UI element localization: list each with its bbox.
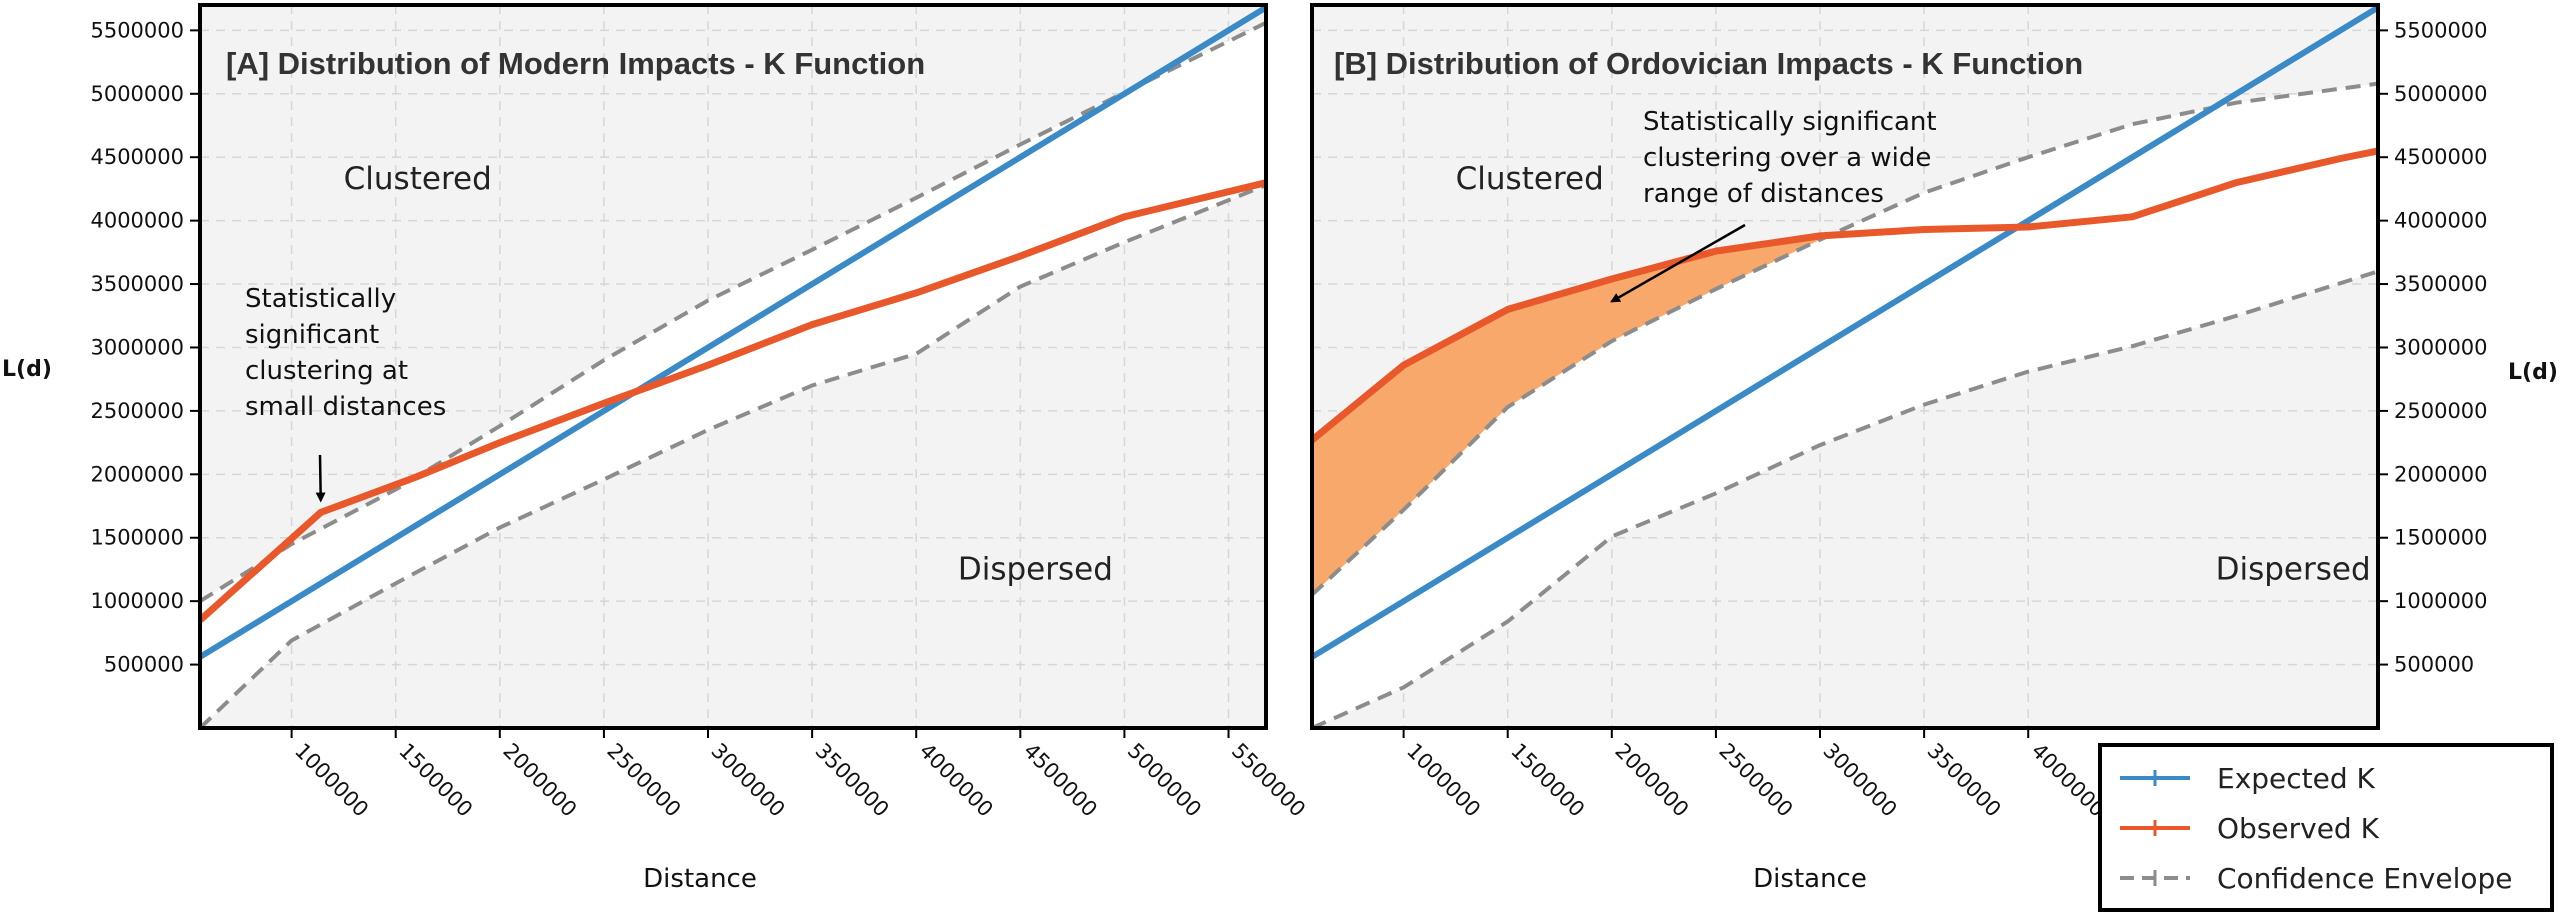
x-tick-label: 3000000	[706, 739, 789, 822]
y-tick-label: 1000000	[2394, 589, 2488, 613]
panel-b-y-ticks: 500000 1000000 1500000 2000000 2500000 300000…	[2378, 18, 2488, 677]
y-tick-label: 4000000	[2394, 209, 2488, 233]
x-tick-label: 1500000	[394, 739, 477, 822]
panel-a-series	[200, 5, 1266, 728]
x-tick-label: 4500000	[1019, 739, 1102, 822]
panel-a-annotation: Statistically significant clustering at …	[245, 284, 446, 503]
x-tick-label: 1000000	[290, 739, 373, 822]
y-tick-label: 500000	[2394, 653, 2474, 677]
y-tick-label: 1500000	[2394, 526, 2488, 550]
panel-a-annotation-line-2: significant	[245, 320, 379, 350]
panel-b-region-dispersed: Dispersed	[2216, 552, 2371, 588]
x-tick-label: 1500000	[1506, 739, 1589, 822]
x-tick-label: 3500000	[1923, 739, 2006, 822]
panel-b-x-label: Distance	[1753, 864, 1867, 894]
legend-entry-observed: Observed K	[2120, 812, 2380, 845]
panel-b-annotation-line-2: clustering over a wide	[1643, 143, 1931, 173]
expected-k-line	[200, 5, 1266, 660]
y-tick-label: 1000000	[90, 589, 184, 613]
expected-k-line	[1312, 5, 2378, 660]
panel-a-region-clustered: Clustered	[344, 161, 492, 197]
y-tick-label: 4500000	[90, 145, 184, 169]
legend: Expected K Observed K Confidence Envelop…	[2098, 743, 2554, 912]
y-tick-label: 3500000	[90, 272, 184, 296]
panel-b-annotation-arrow	[1610, 223, 1746, 303]
envelope-lower-line	[200, 183, 1266, 728]
y-tick-label: 2000000	[90, 462, 184, 486]
y-tick-label: 4000000	[90, 209, 184, 233]
observed-k-line	[200, 179, 1266, 623]
x-tick-label: 2500000	[1714, 739, 1797, 822]
panel-b-significant-fill	[1312, 229, 1925, 595]
panel-a-y-ticks: 500000 1000000 1500000 2000000 2500000 300000…	[90, 18, 200, 677]
x-tick-label: 2500000	[602, 739, 685, 822]
panel-b-x-ticks: 1000000 1500000 2000000 2500000 3000000 35000…	[1402, 728, 2110, 822]
panel-b-y-label: L(d)	[2508, 360, 2558, 385]
panel-b-envelope-fill	[1312, 83, 2378, 728]
panel-a-annotation-line-3: clustering at	[245, 356, 408, 386]
panel-b-title: [B] Distribution of Ordovician Impacts -…	[1334, 46, 2083, 81]
y-tick-label: 3000000	[90, 335, 184, 359]
x-tick-label: 2000000	[498, 739, 581, 822]
panel-a-annotation-line-1: Statistically	[245, 284, 396, 314]
y-tick-label: 3000000	[2394, 335, 2488, 359]
legend-entry-envelope: Confidence Envelope	[2120, 862, 2512, 895]
y-tick-label: 2500000	[90, 399, 184, 423]
panel-a-region-dispersed: Dispersed	[958, 552, 1113, 588]
panel-a-x-label: Distance	[643, 864, 757, 894]
y-tick-label: 500000	[104, 653, 184, 677]
panel-a-annotation-arrow	[315, 454, 326, 503]
legend-label-envelope: Confidence Envelope	[2217, 862, 2512, 895]
x-tick-label: 3000000	[1818, 739, 1901, 822]
panel-a-title: [A] Distribution of Modern Impacts - K F…	[226, 46, 925, 81]
x-tick-label: 4000000	[915, 739, 998, 822]
panel-a-y-label: L(d)	[2, 357, 52, 382]
envelope-lower-line	[1312, 269, 2378, 728]
confidence-envelope-band	[1312, 83, 2378, 728]
panel-a-frame	[198, 3, 1268, 730]
panel-a-grid	[200, 5, 1266, 728]
panel-b-annotation-line-3: range of distances	[1643, 179, 1884, 209]
panel-b: 1000000 1500000 2000000 2500000 3000000 35000…	[1310, 3, 2558, 894]
confidence-envelope-band	[200, 22, 1266, 728]
panel-a: 1000000 1500000 2000000 2500000 3000000 35000…	[2, 3, 1310, 894]
y-tick-label: 4500000	[2394, 145, 2488, 169]
y-tick-label: 5000000	[90, 82, 184, 106]
envelope-upper-line	[1312, 81, 2378, 597]
x-tick-label: 5000000	[1123, 739, 1206, 822]
panel-b-frame	[1310, 3, 2380, 730]
x-tick-label: 5500000	[1227, 739, 1310, 822]
legend-entry-expected: Expected K	[2120, 762, 2376, 795]
panel-b-region-clustered: Clustered	[1456, 161, 1604, 197]
panel-b-series	[1312, 5, 2378, 728]
y-tick-label: 1500000	[90, 526, 184, 550]
panel-b-annotation: Statistically significant clustering ove…	[1610, 107, 1937, 303]
observed-k-line	[1312, 147, 2378, 443]
panel-a-x-ticks: 1000000 1500000 2000000 2500000 3000000 35000…	[290, 728, 1310, 822]
legend-label-expected: Expected K	[2217, 762, 2376, 795]
y-tick-label: 5500000	[2394, 18, 2488, 42]
panel-a-annotation-line-4: small distances	[245, 392, 446, 422]
y-tick-label: 3500000	[2394, 272, 2488, 296]
y-tick-label: 5000000	[2394, 82, 2488, 106]
x-tick-label: 1000000	[1402, 739, 1485, 822]
x-tick-label: 4000000	[2027, 739, 2110, 822]
x-tick-label: 3500000	[811, 739, 894, 822]
y-tick-label: 5500000	[90, 18, 184, 42]
y-tick-label: 2500000	[2394, 399, 2488, 423]
significant-clustering-area	[1312, 229, 1925, 595]
panel-a-envelope-fill	[200, 22, 1266, 728]
envelope-upper-line	[200, 21, 1266, 603]
legend-label-observed: Observed K	[2217, 812, 2380, 845]
x-tick-label: 2000000	[1610, 739, 1693, 822]
panel-b-annotation-line-1: Statistically significant	[1643, 107, 1937, 137]
y-tick-label: 2000000	[2394, 462, 2488, 486]
